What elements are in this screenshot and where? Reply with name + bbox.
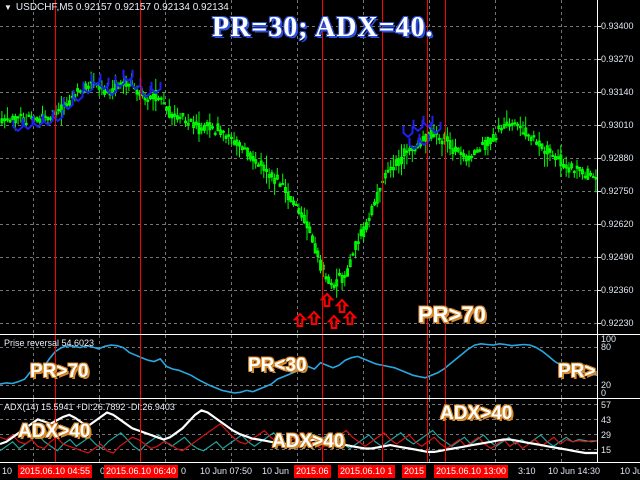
time-axis-label: 10 Jun 07:50 [200, 466, 253, 476]
chart-title-overlay: PR=30; ADX=40. [212, 12, 434, 43]
price-vgrid [33, 0, 562, 334]
time-axis-label-highlighted: 2015 [402, 465, 427, 478]
buy-signal-markers [292, 292, 358, 329]
chevron-down-icon[interactable]: ▼ [4, 3, 12, 12]
time-axis-label: 10 Jun 15:50 [620, 466, 640, 476]
pr-line-series [0, 342, 598, 394]
y-axis-label: 0.92230 [601, 318, 634, 328]
adx-annotation-mid: ADX>40 [272, 431, 345, 452]
y-tick [598, 257, 601, 258]
price-hgrid [0, 26, 598, 324]
time-axis-label: 0 [100, 466, 106, 476]
sell-signal-markers [12, 69, 442, 151]
y-tick [598, 59, 601, 60]
price-plot-area[interactable]: ▼ USDCHF,M5 0.92157 0.92157 0.92134 0.921… [0, 0, 598, 334]
y-axis-label: 0.93010 [601, 120, 634, 130]
y-tick [598, 92, 601, 93]
time-axis-label: 10 [2, 466, 13, 476]
y-tick [598, 224, 601, 225]
y-axis-label: 0.93270 [601, 54, 634, 64]
time-axis-label: 0 [181, 466, 187, 476]
price-y-axis[interactable]: 0.93400 0.93270 0.93140 0.93010 0.92880 … [597, 0, 640, 334]
price-chart-panel[interactable]: ▼ USDCHF,M5 0.92157 0.92157 0.92134 0.921… [0, 0, 640, 334]
time-axis-label: 10 Jun [262, 466, 290, 476]
adx-series [0, 409, 598, 455]
y-axis-label: 0.92490 [601, 252, 634, 262]
pr-annotation-mid: PR<30 [248, 355, 307, 376]
prise-reversal-panel[interactable]: Prise reversal 54.6023 PR>70 PR<30 PR> 1… [0, 334, 640, 399]
y-tick [598, 191, 601, 192]
pr-annotation-left: PR>70 [30, 361, 89, 382]
pr-hgrid [0, 347, 598, 386]
candlestick-series [0, 71, 598, 298]
time-axis-label-highlighted: 2015.06.10 04:55 [18, 465, 93, 478]
pr-annotation-right: PR> [558, 361, 596, 382]
prise-reversal-svg [0, 335, 598, 398]
time-axis-label: 10 Jun 14:30 [548, 466, 601, 476]
y-axis-label: 0.92620 [601, 219, 634, 229]
pr-y-label: 80 [601, 342, 612, 352]
time-axis[interactable]: 10 2015.06.10 04:55 0 2015.06.10 06:40 0 10 J… [0, 462, 640, 480]
adx-y-label: 57 [601, 400, 612, 410]
event-vertical-lines [55, 0, 446, 334]
plus-di-series [0, 423, 598, 454]
time-axis-label-highlighted: 2015.06.10 1 [338, 465, 395, 478]
prise-reversal-y-axis[interactable]: 100 80 20 0 [597, 335, 640, 399]
prise-reversal-header: Prise reversal 54.6023 [4, 338, 95, 348]
adx-y-label: 15 [601, 445, 612, 455]
pr-y-label: 0 [601, 388, 607, 398]
y-tick [598, 158, 601, 159]
time-axis-label: 3:10 [518, 466, 536, 476]
y-tick [598, 290, 601, 291]
adx-hgrid [0, 404, 598, 450]
y-tick [598, 125, 601, 126]
adx-plot-area[interactable]: ADX(14) 15.5941 +DI:26.7892 -DI:26.9403 … [0, 399, 598, 463]
time-axis-label-highlighted: 2015.06.10 06:40 [104, 465, 179, 478]
prise-reversal-plot-area[interactable]: Prise reversal 54.6023 PR>70 PR<30 PR> [0, 335, 598, 399]
pr-event-lines [55, 335, 446, 398]
y-tick [598, 323, 601, 324]
symbol-quote-header: ▼ USDCHF,M5 0.92157 0.92157 0.92134 0.921… [4, 2, 229, 13]
y-axis-label: 0.92880 [601, 153, 634, 163]
minus-di-series [0, 429, 598, 452]
y-axis-label: 0.93140 [601, 87, 634, 97]
adx-svg [0, 399, 598, 462]
y-axis-label: 0.92750 [601, 186, 634, 196]
y-axis-label: 0.92360 [601, 285, 634, 295]
adx-header: ADX(14) 15.5941 +DI:26.7892 -DI:26.9403 [4, 402, 175, 412]
y-tick [598, 26, 601, 27]
adx-panel[interactable]: ADX(14) 15.5941 +DI:26.7892 -DI:26.9403 … [0, 398, 640, 463]
symbol-quote-text: USDCHF,M5 0.92157 0.92157 0.92134 0.9213… [15, 2, 229, 13]
pr-y-label: 20 [601, 380, 612, 390]
pr-y-label: 100 [601, 334, 617, 344]
adx-y-label: 43 [601, 415, 612, 425]
adx-event-lines [55, 399, 446, 462]
adx-y-axis[interactable]: 57 43 29 15 [597, 399, 640, 463]
adx-y-label: 29 [601, 430, 612, 440]
y-axis-label: 0.93400 [601, 21, 634, 31]
time-axis-label-highlighted: 2015.06.10 13:00 [434, 465, 509, 478]
adx-annotation-right: ADX>40 [440, 403, 513, 424]
time-axis-label-highlighted: 2015.06 [294, 465, 331, 478]
adx-annotation-left: ADX>40 [18, 421, 91, 442]
price-candles-svg [0, 0, 598, 334]
price-annotation-pr-above-70: PR>70 [418, 302, 486, 327]
